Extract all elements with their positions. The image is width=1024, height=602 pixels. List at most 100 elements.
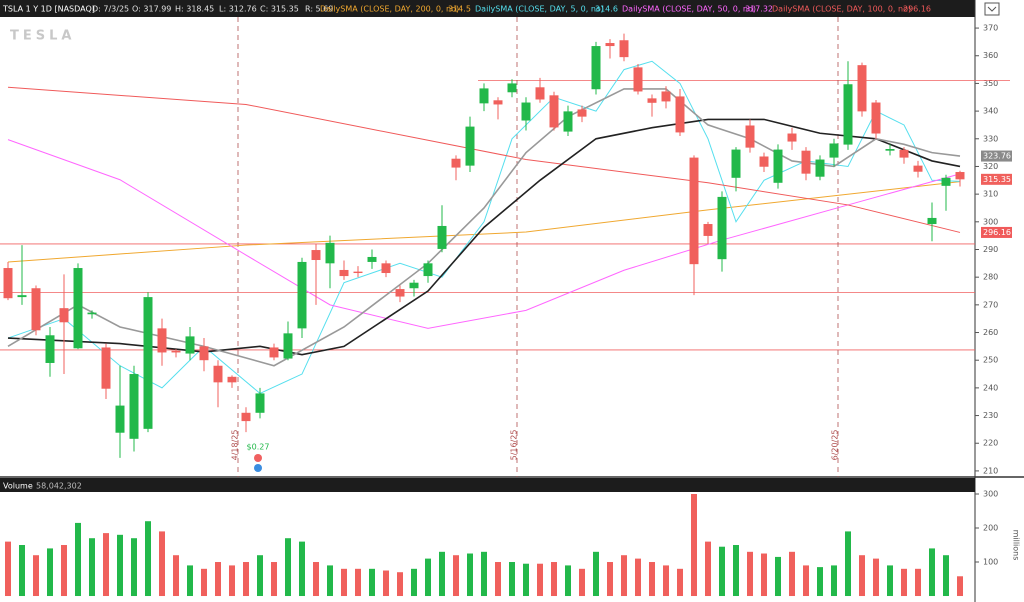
candle-body [59, 308, 69, 323]
date-marker-label: 6/20/25 [831, 430, 840, 461]
icon-frame[interactable] [984, 2, 1000, 16]
price-tag-label: 315.35 [983, 175, 1011, 184]
candle-body [213, 365, 223, 383]
candle-body [269, 347, 279, 358]
settings-icon[interactable] [984, 2, 1000, 16]
date-marker-label: 4/18/25 [231, 430, 240, 461]
y-tick-label: 310 [983, 190, 998, 199]
legend-entry: DailySMA (CLOSE, DAY, 100, 0, no) [772, 5, 911, 14]
candle-body [843, 84, 853, 145]
candle-body [479, 88, 489, 104]
candle-body [605, 43, 615, 47]
y-tick-label: 250 [983, 356, 998, 365]
legend-value: 314.5 [448, 5, 471, 14]
y-tick-label: 240 [983, 383, 998, 392]
header-info: D: 7/3/25 [92, 5, 129, 14]
legend-entry: DailySMA (CLOSE, DAY, 50, 0, no) [622, 5, 756, 14]
y-tick-label: 100 [983, 558, 998, 567]
candle-body [353, 271, 363, 274]
candle-body [521, 102, 531, 121]
volume-bar [467, 553, 473, 597]
candle-body [437, 225, 447, 249]
volume-bar [89, 538, 95, 597]
candle-body [899, 149, 909, 158]
candle-body [143, 297, 153, 429]
candle-body [129, 374, 139, 439]
candle-body [493, 100, 503, 105]
legend-value: 317.32 [745, 5, 773, 14]
candle-body [731, 149, 741, 178]
volume-bar [943, 555, 949, 597]
volume-bar [495, 562, 501, 597]
volume-bar [439, 551, 445, 597]
volume-bar [831, 565, 837, 597]
volume-bar [915, 568, 921, 597]
legend-entry: DailySMA (CLOSE, DAY, 200, 0, no) [320, 5, 459, 14]
candle-body [815, 159, 825, 177]
moving-average [7, 60, 961, 395]
candle-body [745, 125, 755, 148]
volume-bar [327, 565, 333, 597]
volume-bar [663, 565, 669, 597]
y-tick-label: 290 [983, 245, 998, 254]
candle-body [661, 91, 671, 102]
header-info: H: 318.45 [175, 5, 214, 14]
candle-body [45, 335, 55, 363]
candle-body [787, 133, 797, 142]
event-icon [254, 454, 262, 462]
candle-body [241, 412, 251, 422]
moving-average [7, 181, 961, 263]
volume-bar [201, 568, 207, 597]
candle-body [507, 83, 517, 93]
volume-bar [397, 572, 403, 597]
volume-bar [901, 568, 907, 597]
candle-body [73, 268, 83, 349]
candle-body [367, 256, 377, 262]
volume-bar [481, 551, 487, 597]
volume-bar [747, 551, 753, 597]
candle-body [87, 312, 97, 315]
moving-average [7, 88, 961, 367]
volume-bar [621, 555, 627, 597]
volume-bar [649, 562, 655, 597]
candle-body [409, 282, 419, 289]
y-tick-label: 330 [983, 134, 998, 143]
volume-bar [159, 531, 165, 597]
volume-bar [5, 541, 11, 597]
volume-bar [523, 563, 529, 597]
y-tick-label: 300 [983, 217, 998, 226]
candle-body [857, 65, 867, 112]
candle-body [927, 217, 937, 225]
icon-chevron[interactable] [987, 6, 997, 12]
volume-bar [551, 562, 557, 597]
candle-body [423, 263, 433, 277]
candle-body [563, 111, 573, 132]
volume-bar [257, 555, 263, 597]
volume-bar [593, 551, 599, 597]
candle-body [311, 250, 321, 261]
date-marker-label: 5/16/25 [510, 430, 519, 461]
volume-bar [425, 558, 431, 597]
candle-body [185, 336, 195, 354]
volume-bar [677, 568, 683, 597]
candle-body [227, 376, 237, 383]
candle-body [325, 242, 335, 264]
volume-bar [19, 545, 25, 597]
candle-body [871, 102, 881, 134]
candle-body [199, 346, 209, 361]
candle-body [283, 333, 293, 359]
candle-body [465, 126, 475, 166]
volume-bar [775, 556, 781, 597]
volume-bar [705, 541, 711, 597]
header-info: L: 312.76 [219, 5, 257, 14]
y-tick-label: 300 [983, 490, 998, 499]
candle-body [535, 87, 545, 100]
candle-body [619, 40, 629, 58]
y-tick-label: 270 [983, 300, 998, 309]
volume-bar [817, 567, 823, 597]
volume-axis-label: millions [1012, 530, 1021, 561]
candle-body [913, 165, 923, 172]
candle-body [703, 224, 713, 236]
volume-bar [691, 494, 697, 597]
